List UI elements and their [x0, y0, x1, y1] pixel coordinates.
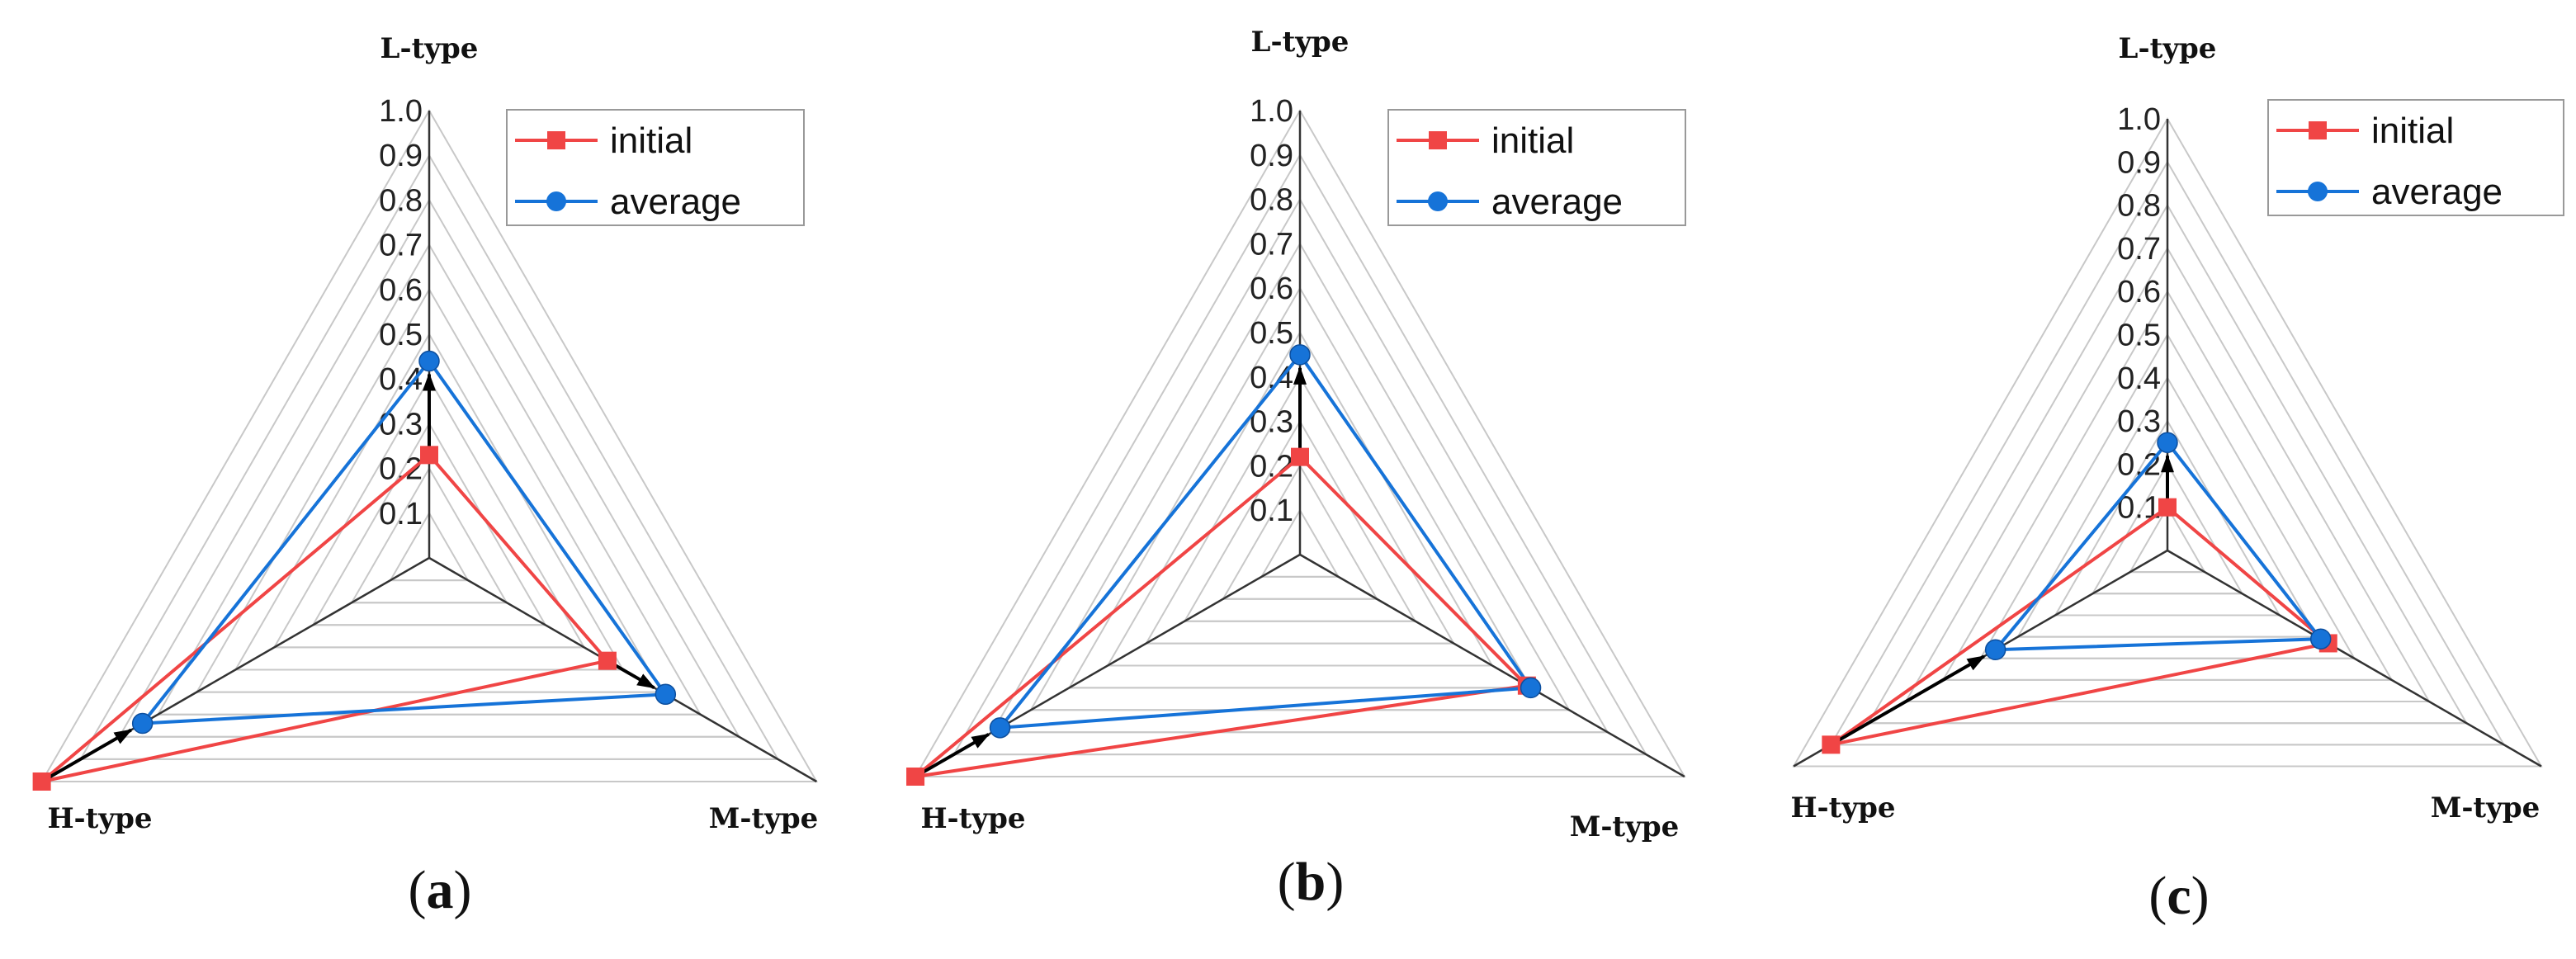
- radar-panel-a: 1.00.90.80.70.60.50.40.30.20.1L-typeM-ty…: [32, 32, 819, 920]
- change-arrow: [40, 728, 133, 783]
- legend-label-initial: initial: [1491, 120, 1574, 161]
- radar-panel-c: 1.00.90.80.70.60.50.40.30.20.1L-typeM-ty…: [1790, 32, 2564, 926]
- panel-label: (a): [409, 860, 472, 920]
- axis-name-h-type: H-type: [47, 802, 152, 835]
- legend-label-average: average: [1491, 182, 1623, 222]
- legend-marker-initial: [547, 131, 565, 149]
- tick-label: 0.2: [379, 452, 423, 487]
- legend-label-average: average: [610, 182, 741, 222]
- series-line-initial: [40, 452, 611, 783]
- legend-label-average: average: [2371, 172, 2503, 212]
- legend: initial average: [1387, 109, 1686, 226]
- axis-spoke-m-type: [1299, 553, 1685, 778]
- axis-spoke-m-type: [2167, 549, 2542, 768]
- data-point-average: [418, 350, 440, 372]
- panel-label: (b): [1278, 852, 1345, 912]
- data-point-average: [131, 712, 154, 735]
- legend-marker-initial: [2309, 121, 2327, 139]
- data-point-initial: [420, 446, 438, 465]
- tick-label: 0.4: [2117, 361, 2161, 396]
- legend: initial average: [506, 109, 805, 226]
- data-point-initial: [2158, 498, 2177, 517]
- series-line-initial: [910, 454, 1531, 780]
- tick-label: 0.8: [1250, 183, 1293, 218]
- data-point-initial: [598, 651, 617, 670]
- data-point-average: [1984, 639, 2006, 661]
- data-point-average: [655, 683, 677, 706]
- axis-name-m-type: M-type: [709, 802, 819, 835]
- tick-label: 0.5: [1250, 316, 1293, 351]
- legend-marker-average: [546, 191, 566, 211]
- tick-label: 0.3: [379, 407, 423, 442]
- axis-name-l-type: L-type: [380, 32, 479, 65]
- tick-label: 0.1: [379, 497, 423, 531]
- axis-name-m-type: M-type: [2431, 791, 2541, 824]
- tick-label: 0.6: [2117, 275, 2161, 309]
- series-line-average: [139, 358, 669, 725]
- change-arrow: [1830, 654, 1986, 747]
- tick-label: 0.5: [2117, 319, 2161, 353]
- axis-name-l-type: L-type: [2119, 32, 2217, 65]
- tick-label: 1.0: [2117, 102, 2161, 137]
- series-line-average: [1992, 440, 2324, 652]
- legend-marker-average: [1428, 191, 1448, 211]
- data-point-average: [1289, 344, 1311, 366]
- data-point-average: [2157, 432, 2178, 453]
- axis-name-m-type: M-type: [1570, 810, 1680, 843]
- tick-label: 0.3: [2117, 404, 2161, 439]
- legend-label-initial: initial: [610, 120, 692, 161]
- tick-label: 0.1: [1250, 494, 1293, 528]
- panel-label: (c): [2148, 866, 2209, 926]
- tick-label: 0.6: [1250, 272, 1293, 306]
- tick-label: 0.8: [2117, 189, 2161, 224]
- tick-label: 0.9: [379, 139, 423, 173]
- data-point-initial: [1291, 447, 1309, 466]
- data-point-average: [989, 717, 1011, 739]
- data-point-initial: [906, 768, 925, 786]
- tick-label: 0.9: [1250, 139, 1293, 173]
- legend: initial average: [2267, 99, 2564, 216]
- tick-label: 0.7: [1250, 227, 1293, 262]
- series-line-initial: [1830, 505, 2333, 747]
- tick-label: 0.9: [2117, 145, 2161, 180]
- tick-label: 0.5: [379, 318, 423, 352]
- legend-marker-initial: [1429, 131, 1447, 149]
- legend-marker-average: [2308, 182, 2328, 201]
- data-point-initial: [1822, 735, 1841, 754]
- change-arrow: [915, 733, 990, 778]
- tick-label: 1.0: [379, 94, 423, 129]
- data-point-average: [1520, 677, 1542, 699]
- data-point-average: [2309, 628, 2332, 650]
- radar-panel-b: 1.00.90.80.70.60.50.40.30.20.1L-typeM-ty…: [906, 26, 1686, 912]
- axis-name-l-type: L-type: [1251, 26, 1349, 59]
- tick-label: 1.0: [1250, 94, 1293, 129]
- data-point-initial: [32, 772, 51, 791]
- tick-label: 0.7: [379, 229, 423, 263]
- tick-label: 0.6: [379, 273, 423, 308]
- tick-label: 0.7: [2117, 232, 2161, 267]
- axis-name-h-type: H-type: [920, 802, 1025, 835]
- axis-name-h-type: H-type: [1790, 791, 1895, 824]
- tick-label: 0.8: [379, 183, 423, 218]
- legend-label-initial: initial: [2371, 111, 2454, 151]
- series-line-average: [996, 352, 1534, 730]
